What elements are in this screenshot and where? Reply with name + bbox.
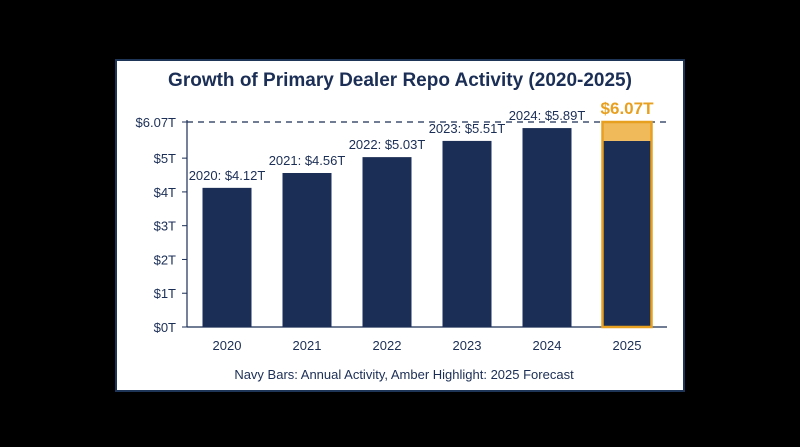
bar-2025-base [602, 140, 652, 327]
y-tick-label: $4T [154, 185, 176, 200]
y-tick-label: $2T [154, 252, 176, 267]
bar-2025-highlight-border [601, 120, 653, 329]
chart-title: Growth of Primary Dealer Repo Activity (… [168, 70, 632, 91]
data-label-2020: 2020: $4.12T [189, 168, 266, 183]
chart-caption: Navy Bars: Annual Activity, Amber Highli… [234, 367, 574, 382]
x-tick-label: 2025 [613, 338, 642, 353]
y-tick-label: $3T [154, 219, 176, 234]
bar-2020 [202, 187, 252, 327]
data-label-2025: $6.07T [601, 99, 655, 118]
bar-2024 [522, 128, 572, 327]
bar-2022 [362, 157, 412, 327]
x-tick-label: 2020 [213, 338, 242, 353]
data-label-2023: 2023: $5.51T [429, 121, 506, 136]
axes: $0T $1T $2T $3T $4T $5T $6.07T 2020 2021 2022 2023… [136, 115, 667, 353]
x-tick-label: 2024 [533, 338, 562, 353]
bar-2021 [282, 172, 332, 327]
x-tick-label: 2021 [293, 338, 322, 353]
data-label-2021: 2021: $4.56T [269, 153, 346, 168]
y-tick-label: $5T [154, 151, 176, 166]
bar-2023 [442, 140, 492, 327]
data-label-2024: 2024: $5.89T [509, 108, 586, 123]
bar-2025-forecast-increment [602, 122, 652, 141]
data-label-2022: 2022: $5.03T [349, 137, 426, 152]
y-tick-label: $1T [154, 286, 176, 301]
bars [202, 120, 653, 329]
x-tick-label: 2023 [453, 338, 482, 353]
x-tick-label: 2022 [373, 338, 402, 353]
y-tick-label: $6.07T [136, 115, 177, 130]
y-tick-label: $0T [154, 320, 176, 335]
